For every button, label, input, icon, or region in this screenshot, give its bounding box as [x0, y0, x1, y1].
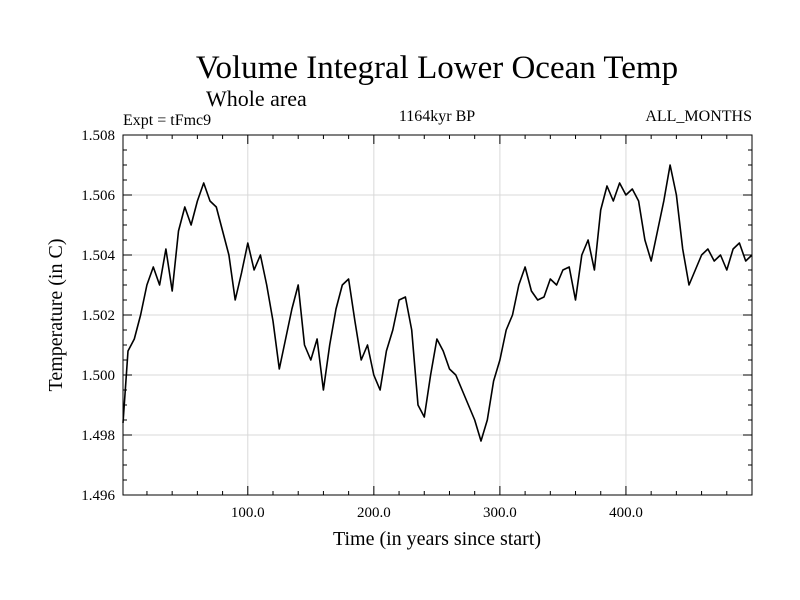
chart-title: Volume Integral Lower Ocean Temp	[196, 50, 678, 86]
experiment-label: Expt = tFmc9	[123, 112, 211, 129]
y-tick-label: 1.504	[81, 248, 115, 264]
y-tick-label: 1.506	[81, 188, 115, 204]
y-tick-label: 1.498	[81, 428, 115, 444]
y-tick-label: 1.502	[81, 308, 115, 324]
y-axis-label: Temperature (in C)	[45, 239, 67, 392]
x-tick-label: 400.0	[609, 505, 643, 521]
chart-subtitle: Whole area	[206, 86, 307, 111]
y-tick-label: 1.508	[81, 128, 115, 144]
months-label: ALL_MONTHS	[645, 108, 752, 125]
grid-layer	[123, 135, 752, 495]
y-tick-label: 1.500	[81, 368, 115, 384]
y-tick-label: 1.496	[81, 488, 115, 504]
x-axis-label: Time (in years since start)	[333, 528, 541, 550]
x-tick-label: 200.0	[357, 505, 391, 521]
ticks-layer: 1.496 1.498 1.500 1.502 1.504 1.506 1.508 100.0…	[81, 128, 752, 521]
plot-frame	[122, 134, 753, 496]
series-layer	[122, 164, 753, 442]
period-label: 1164kyr BP	[399, 108, 475, 125]
x-tick-label: 100.0	[231, 505, 265, 521]
temperature-line	[122, 164, 753, 442]
x-tick-label: 300.0	[483, 505, 517, 521]
